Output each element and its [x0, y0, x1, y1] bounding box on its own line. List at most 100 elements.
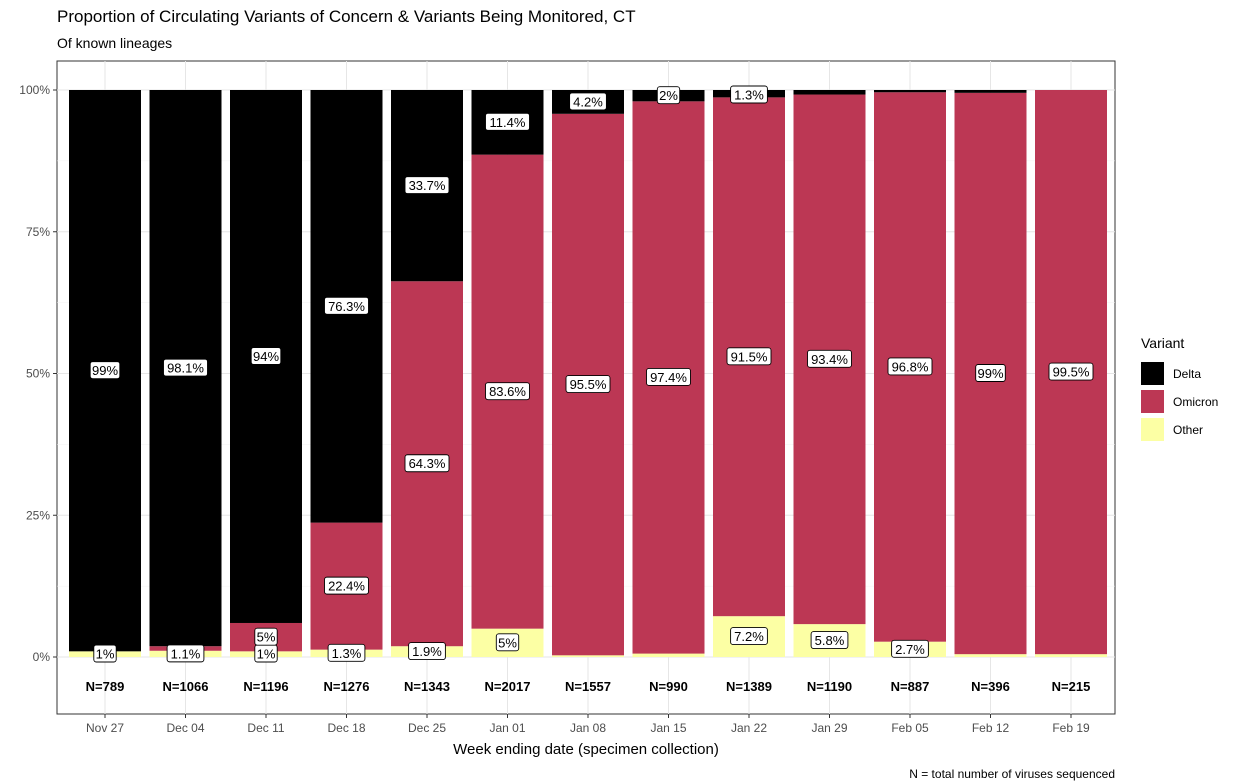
n-label: N=1190: [807, 679, 852, 694]
data-label-text: 98.1%: [167, 361, 204, 376]
data-label-box: [89, 361, 121, 380]
x-tick-label: Feb 05: [891, 721, 929, 735]
data-label-text: 94%: [253, 349, 279, 364]
n-label: N=1389: [726, 679, 772, 694]
chart-subtitle: Of known lineages: [57, 35, 172, 51]
data-label-text: 4.2%: [573, 94, 603, 109]
n-label: N=1343: [404, 679, 450, 694]
n-label: N=396: [971, 679, 1010, 694]
n-label: N=1276: [324, 679, 370, 694]
chart-title: Proportion of Circulating Variants of Co…: [57, 7, 636, 26]
x-axis-title: Week ending date (specimen collection): [453, 741, 719, 758]
n-label: N=789: [86, 679, 125, 694]
data-label-text: 22.4%: [328, 579, 365, 594]
legend-swatch-other: [1141, 418, 1164, 441]
data-label: 5%: [254, 627, 278, 646]
legend-swatch-omicron: [1141, 390, 1164, 413]
data-label-text: 93.4%: [811, 352, 848, 367]
data-label-text: 83.6%: [489, 384, 526, 399]
bar-delta: [793, 90, 866, 95]
data-labels-layer: 1% 99% 1.1% 98.1% 1% 5% 94% 1.3% 22.4% 76.3% 1.9% 6…: [89, 85, 1094, 663]
x-tick-label: Feb 19: [1052, 721, 1090, 735]
data-label-box: [485, 112, 530, 131]
y-tick-label: 75%: [26, 225, 50, 239]
data-label: 95.5%: [565, 375, 611, 394]
data-label: 91.5%: [726, 347, 772, 366]
data-label-box: [324, 296, 369, 315]
x-axis: Nov 27 Dec 04 Dec 11 Dec 18 Dec 25 Jan 01 Jan …: [86, 714, 1090, 735]
legend-label-omicron: Omicron: [1173, 395, 1218, 409]
data-label-box: [565, 375, 611, 394]
data-label-box: [1048, 362, 1094, 381]
legend-label-other: Other: [1173, 423, 1203, 437]
data-label-box: [324, 576, 369, 595]
data-label-box: [254, 627, 278, 646]
data-label-text: 1.3%: [332, 646, 362, 661]
data-label: 5.8%: [810, 631, 849, 650]
data-label-box: [93, 644, 117, 663]
y-tick-label: 25%: [26, 508, 50, 522]
data-label: 99%: [89, 361, 121, 380]
data-label: 99%: [975, 364, 1006, 382]
bar-other: [632, 653, 705, 657]
data-label: 1%: [254, 644, 278, 663]
data-label-box: [485, 382, 530, 401]
bar-other: [1035, 654, 1107, 657]
bar-delta: [954, 90, 1027, 93]
n-label: N=215: [1052, 679, 1091, 694]
n-label: N=1557: [565, 679, 611, 694]
data-label-text: 11.4%: [490, 115, 526, 130]
data-label-box: [726, 347, 772, 366]
bar-delta: [874, 90, 946, 93]
x-tick-label: Dec 18: [327, 721, 365, 735]
data-label-box: [569, 92, 607, 111]
data-label-box: [404, 454, 450, 473]
data-label: 4.2%: [569, 92, 607, 111]
data-label: 2%: [656, 86, 681, 105]
data-label-text: 5%: [257, 630, 276, 645]
data-label-box: [656, 86, 681, 105]
data-label: 76.3%: [324, 296, 369, 315]
data-label-text: 91.5%: [731, 349, 768, 364]
data-label-box: [250, 347, 282, 365]
legend-swatch-delta: [1141, 362, 1164, 385]
data-label: 1%: [93, 644, 117, 663]
data-label-text: 2%: [659, 88, 678, 103]
data-label-text: 97.4%: [650, 370, 687, 385]
n-label: N=887: [891, 679, 930, 694]
data-label: 64.3%: [404, 454, 450, 473]
data-label: 7.2%: [730, 627, 768, 646]
n-label: N=2017: [485, 679, 531, 694]
data-label-text: 1.1%: [171, 646, 201, 661]
data-label-text: 76.3%: [328, 299, 365, 314]
data-label-text: 1.9%: [412, 644, 442, 659]
x-tick-label: Jan 22: [731, 721, 767, 735]
data-label-box: [495, 633, 520, 652]
y-tick-label: 50%: [26, 367, 50, 381]
data-label-text: 99.5%: [1053, 365, 1090, 380]
x-tick-label: Nov 27: [86, 721, 124, 735]
data-label-box: [327, 643, 366, 662]
data-label: 1.9%: [408, 642, 446, 661]
data-label-box: [887, 357, 933, 376]
data-label-text: 1%: [257, 647, 276, 662]
data-label-text: 95.5%: [570, 377, 607, 392]
data-label-text: 5%: [498, 635, 517, 650]
data-label-box: [810, 631, 849, 650]
bar-other: [954, 654, 1027, 657]
data-label: 94%: [250, 347, 282, 365]
data-label: 1.1%: [166, 644, 205, 663]
x-tick-label: Jan 01: [489, 721, 525, 735]
x-tick-label: Dec 25: [408, 721, 446, 735]
data-label: 1.3%: [327, 643, 366, 662]
data-label-box: [807, 349, 852, 368]
legend-title: Variant: [1141, 335, 1184, 351]
y-tick-label: 100%: [19, 83, 50, 97]
data-label-text: 2.7%: [895, 642, 925, 657]
x-tick-label: Jan 15: [650, 721, 686, 735]
data-label: 22.4%: [324, 576, 369, 595]
n-label: N=1066: [163, 679, 209, 694]
data-label: 1.3%: [730, 85, 768, 104]
y-tick-label: 0%: [33, 650, 51, 664]
